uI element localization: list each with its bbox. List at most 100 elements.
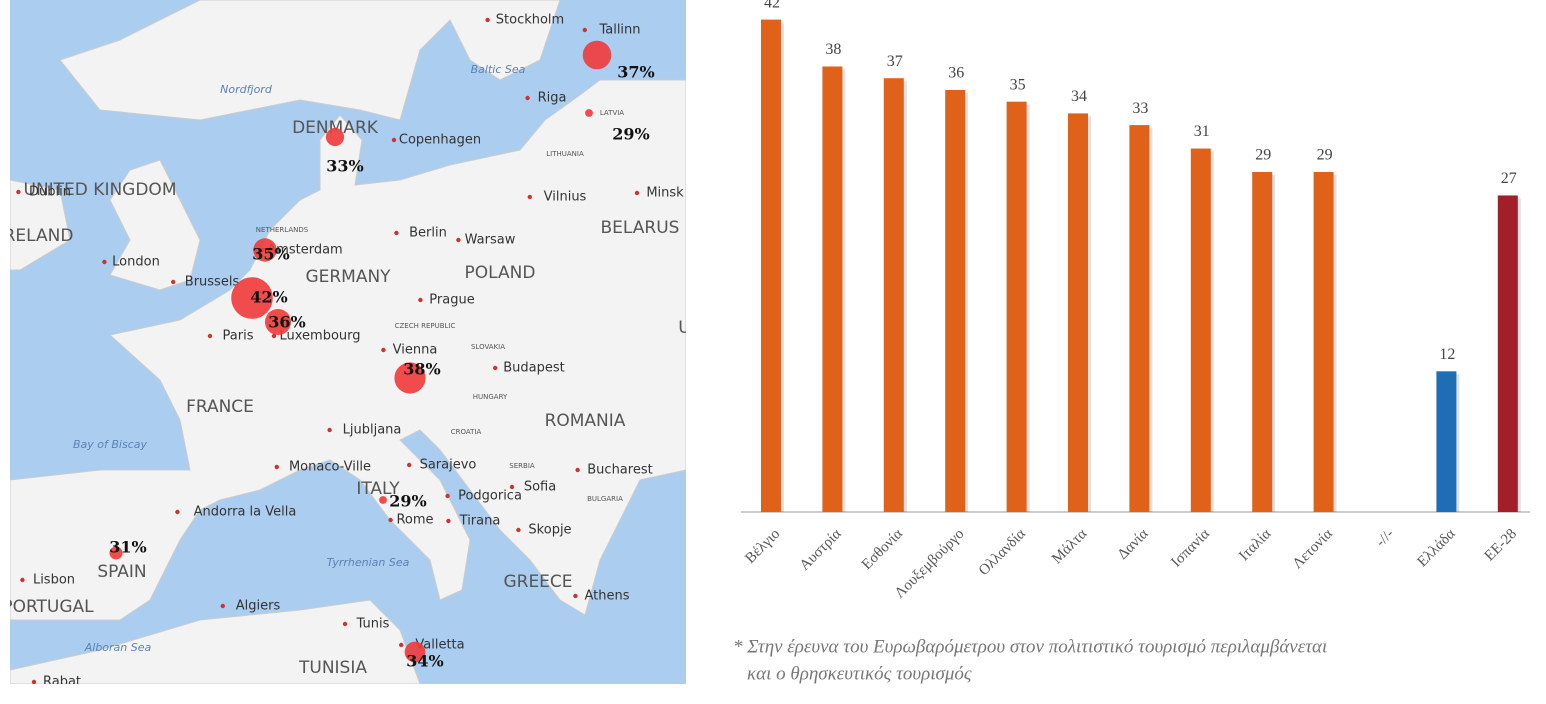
- country-label: CROATIA: [451, 428, 482, 436]
- city-label: Prague: [429, 293, 474, 308]
- map: UNITED KINGDOMIRELANDDENMARKGERMANYPOLAN…: [0, 0, 702, 690]
- land: [109, 159, 201, 291]
- value-label: 42: [764, 0, 780, 11]
- land: [10, 79, 686, 621]
- city-dot: [175, 509, 180, 515]
- city-dot: [493, 365, 498, 371]
- country-label: LATVIA: [600, 109, 624, 117]
- bubble: [231, 277, 273, 319]
- city-label: Sarajevo: [420, 458, 477, 473]
- city-label: Algiers: [236, 599, 281, 614]
- city-dot: [271, 333, 277, 339]
- country-label: ITALY: [356, 479, 400, 499]
- city-label: Rabat: [43, 675, 81, 690]
- x-tick-label: -//-: [1373, 526, 1397, 550]
- country-label: TUNISIA: [298, 658, 367, 678]
- bubble-label: 29%: [612, 125, 649, 144]
- country-label: FRANCE: [186, 397, 254, 417]
- footnote: * Στην έρευνα του Ευρωβαρόμετρου στον πο…: [733, 636, 1327, 657]
- city-label: Stockholm: [496, 13, 564, 28]
- city-dot: [394, 230, 399, 236]
- bar: [822, 66, 843, 512]
- country-label: NETHERLANDS: [256, 226, 309, 234]
- bar: [761, 19, 781, 512]
- city-label: Skopje: [528, 523, 571, 538]
- bubble: [253, 238, 277, 262]
- x-tick-label: Μάλτα: [1049, 526, 1090, 567]
- footnote: και ο θρησκευτικός τουρισμός: [747, 663, 972, 684]
- sea-label: Nordfjord: [220, 83, 273, 96]
- country-label: IRELAND: [0, 226, 73, 246]
- city-dot: [31, 679, 37, 684]
- bubble: [404, 641, 426, 663]
- country-label: HUNGARY: [473, 393, 508, 401]
- x-tick-label: Ιταλία: [1236, 526, 1274, 564]
- value-label: 34: [1071, 88, 1087, 105]
- city-dot: [16, 189, 21, 195]
- city-dot: [485, 17, 490, 23]
- city-label: Bucharest: [587, 463, 652, 478]
- city-label: Berlin: [409, 226, 447, 241]
- city-label: Budapest: [503, 361, 565, 376]
- city-dot: [20, 577, 25, 583]
- bubble-label: 35%: [252, 245, 289, 264]
- city-dot: [525, 95, 530, 101]
- city-label: Lisbon: [33, 573, 75, 588]
- country-label: GREECE: [503, 572, 572, 592]
- city-label: Andorra la Vella: [194, 505, 297, 520]
- country-label: UK: [678, 318, 702, 338]
- city-label: Luxembourg: [279, 329, 360, 344]
- x-tick-label: Λετονία: [1290, 526, 1336, 572]
- bar: [1068, 113, 1088, 513]
- bubble-label: 34%: [406, 652, 443, 671]
- city-dot: [399, 642, 404, 648]
- city-label: Warsaw: [465, 233, 516, 248]
- bar: [1190, 148, 1211, 512]
- city-dot: [509, 484, 515, 490]
- land: [10, 599, 421, 684]
- bubble: [265, 309, 291, 335]
- x-tick-label: Δανία: [1115, 526, 1152, 563]
- x-tick-label: Ισπανία: [1168, 526, 1213, 571]
- land: [59, 0, 561, 121]
- city-dot: [407, 462, 412, 468]
- country-label: LITHUANIA: [546, 150, 584, 158]
- city-dot: [207, 333, 213, 339]
- bar: [1129, 125, 1150, 512]
- bubble: [394, 362, 426, 394]
- city-dot: [446, 518, 451, 524]
- bubble: [582, 40, 612, 70]
- city-label: Vienna: [393, 343, 438, 358]
- value-label: 31: [1194, 123, 1210, 140]
- city-label: Monaco-Ville: [289, 460, 371, 475]
- city-label: Rome: [396, 513, 433, 528]
- value-label: 29: [1255, 147, 1271, 164]
- x-tick-label: ΕΕ-28: [1482, 526, 1520, 564]
- city-label: Valletta: [415, 638, 464, 653]
- value-label: 12: [1439, 346, 1455, 363]
- x-tick-label: Ολλανδία: [976, 526, 1029, 579]
- country-label: SLOVAKIA: [471, 343, 505, 351]
- city-label: Copenhagen: [399, 133, 481, 148]
- city-dot: [381, 347, 386, 353]
- country-label: SERBIA: [509, 462, 535, 470]
- bubble: [109, 546, 123, 560]
- city-dot: [634, 190, 640, 196]
- country-label: BELARUS: [601, 218, 680, 238]
- city-label: Vilnius: [544, 190, 587, 205]
- value-label: 35: [1010, 76, 1026, 93]
- x-tick-label: Εσθονία: [859, 526, 906, 573]
- city-dot: [582, 27, 587, 33]
- city-label: London: [112, 255, 160, 270]
- city-label: Brussels: [185, 275, 240, 290]
- city-dot: [456, 237, 461, 243]
- bubble-label: 31%: [109, 538, 146, 557]
- bubble: [585, 109, 593, 117]
- country-label: POLAND: [465, 263, 536, 283]
- city-dot: [327, 427, 332, 433]
- city-dot: [171, 279, 176, 285]
- city-label: Dublin: [29, 185, 71, 200]
- city-label: Paris: [223, 329, 254, 344]
- bar: [945, 89, 966, 513]
